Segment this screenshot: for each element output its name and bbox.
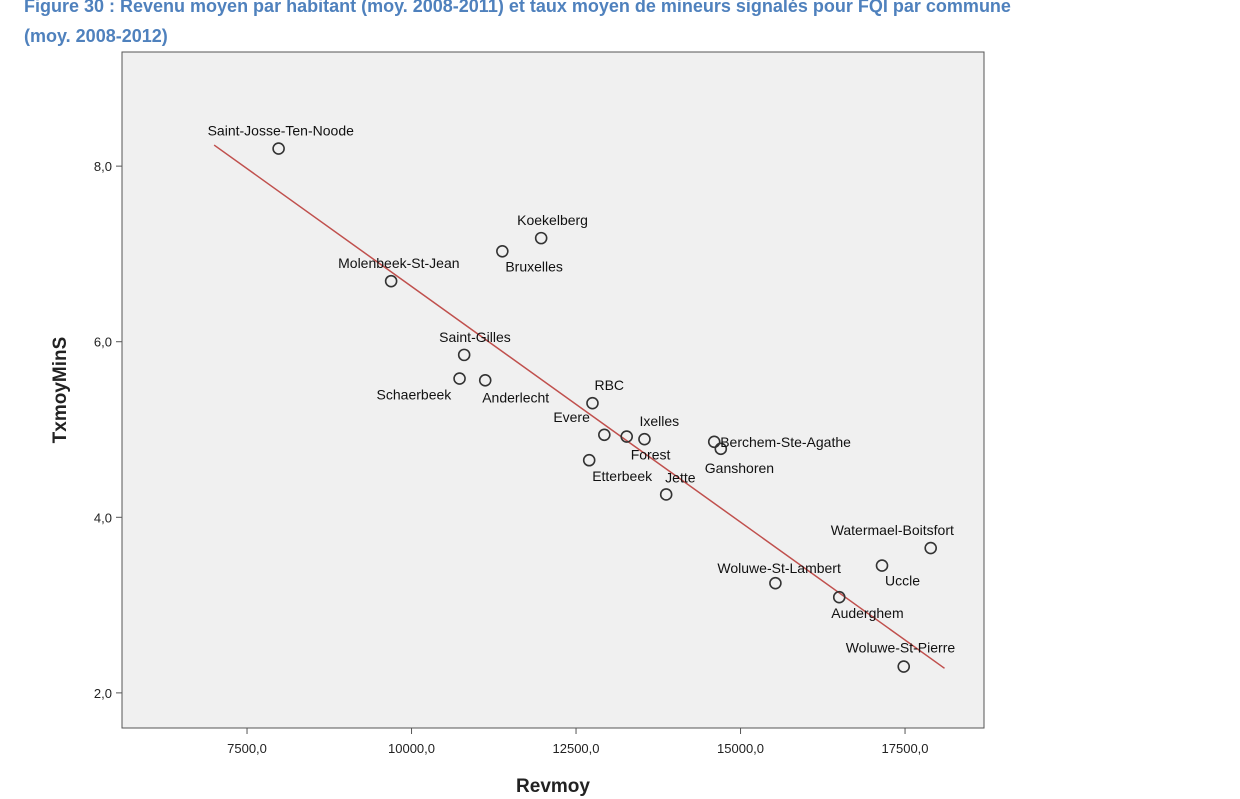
- point-label: Berchem-Ste-Agathe: [720, 434, 851, 450]
- data-point: [272, 142, 285, 155]
- data-point: [598, 428, 611, 442]
- data-point: [534, 231, 548, 245]
- point-label: Evere: [553, 409, 590, 425]
- caption-line-2: (moy. 2008-2012): [24, 26, 168, 46]
- data-point: [586, 396, 599, 410]
- point-label: Uccle: [885, 573, 920, 589]
- point-label: Ixelles: [639, 413, 679, 429]
- data-point: [659, 488, 673, 501]
- fit-line: [213, 144, 945, 669]
- y-tick-label: 6,0: [94, 335, 112, 350]
- y-tick-label: 2,0: [94, 686, 112, 701]
- data-point: [478, 374, 492, 387]
- point-label: Watermael-Boitsfort: [831, 522, 954, 538]
- data-point: [620, 430, 633, 443]
- data-point: [875, 559, 889, 572]
- x-tick-label: 10000,0: [388, 741, 435, 756]
- point-label: Anderlecht: [482, 389, 549, 405]
- data-point: [924, 541, 938, 555]
- point-label: Etterbeek: [592, 468, 653, 484]
- x-tick-label: 12500,0: [553, 741, 600, 756]
- data-point: [496, 244, 509, 258]
- point-label: Forest: [631, 447, 671, 463]
- point-label: Saint-Josse-Ten-Noode: [208, 123, 355, 139]
- point-label: Jette: [665, 469, 696, 485]
- data-point: [832, 590, 846, 604]
- data-point: [714, 442, 728, 456]
- caption-line-1: Figure 30 : Revenu moyen par habitant (m…: [24, 0, 1011, 16]
- x-axis-title: Revmoy: [516, 776, 590, 797]
- x-tick-label: 7500,0: [227, 741, 267, 756]
- point-label: RBC: [594, 377, 624, 393]
- x-tick-label: 15000,0: [717, 741, 764, 756]
- y-tick-label: 8,0: [94, 159, 112, 174]
- data-point: [707, 435, 721, 449]
- y-tick-label: 4,0: [94, 510, 112, 525]
- point-label: Saint-Gilles: [439, 329, 511, 345]
- point-label: Koekelberg: [517, 212, 588, 228]
- point-label: Bruxelles: [505, 258, 563, 274]
- y-axis-title: TxmoyMinS: [50, 337, 71, 444]
- data-point: [638, 432, 651, 446]
- data-points: [272, 142, 938, 673]
- data-point: [582, 453, 596, 467]
- point-label: Ganshoren: [705, 460, 774, 476]
- x-tick-label: 17500,0: [882, 741, 929, 756]
- point-labels: Saint-Josse-Ten-Noode Koekelberg Bruxelles…: [208, 123, 956, 656]
- point-label: Woluwe-St-Lambert: [717, 560, 841, 576]
- data-point: [457, 348, 471, 362]
- point-label: Molenbeek-St-Jean: [338, 255, 459, 271]
- data-point: [769, 576, 782, 590]
- data-point: [897, 660, 911, 673]
- axis-ticks: 7500,0 10000,0 12500,0 15000,0 17500,0 2,0 4,0…: [94, 159, 929, 756]
- plot-area: [121, 51, 985, 729]
- figure-caption: Figure 30 : Revenu moyen par habitant (m…: [24, 0, 1234, 51]
- point-label: Auderghem: [831, 605, 903, 621]
- point-label: Woluwe-St-Pierre: [846, 640, 956, 656]
- data-point: [453, 372, 466, 385]
- data-point: [384, 274, 398, 288]
- point-label: Schaerbeek: [377, 387, 453, 403]
